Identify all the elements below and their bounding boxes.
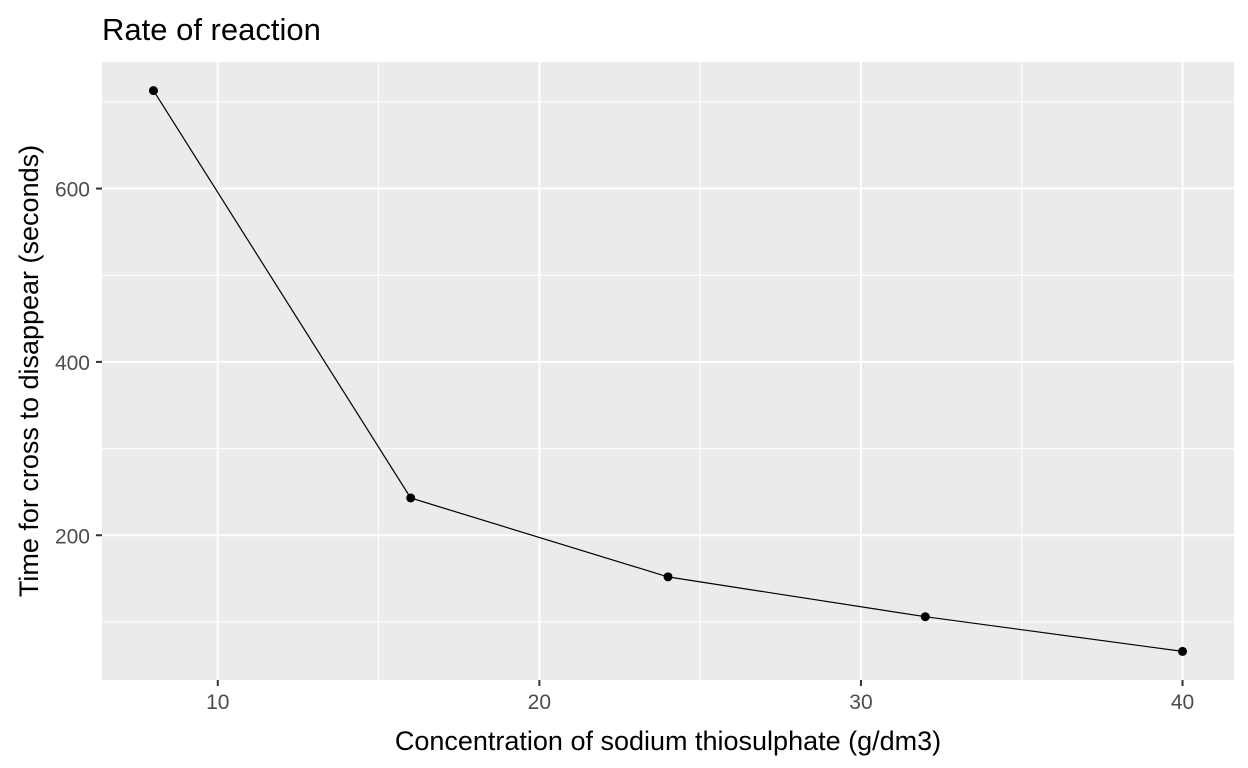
series-layer bbox=[148, 86, 1188, 656]
x-tick-label: 10 bbox=[206, 691, 229, 714]
data-point bbox=[148, 86, 158, 96]
y-tick-label: 600 bbox=[55, 179, 90, 202]
x-tick-label: 30 bbox=[849, 691, 872, 714]
y-axis-title: Time for cross to disappear (seconds) bbox=[14, 145, 44, 597]
data-point bbox=[663, 572, 673, 582]
axes: 10 20 30 40 200 400 600 bbox=[55, 179, 1194, 714]
y-tick-label: 200 bbox=[55, 525, 90, 548]
x-axis-title: Concentration of sodium thiosulphate (g/… bbox=[395, 726, 941, 756]
x-tick-label: 40 bbox=[1171, 691, 1194, 714]
data-point bbox=[1178, 646, 1188, 656]
chart-title: Rate of reaction bbox=[102, 12, 321, 47]
data-point bbox=[406, 493, 416, 503]
y-tick-label: 400 bbox=[55, 352, 90, 375]
x-tick-label: 20 bbox=[528, 691, 551, 714]
data-point bbox=[920, 612, 930, 622]
plot-panel bbox=[102, 62, 1234, 680]
grid bbox=[102, 62, 1234, 680]
